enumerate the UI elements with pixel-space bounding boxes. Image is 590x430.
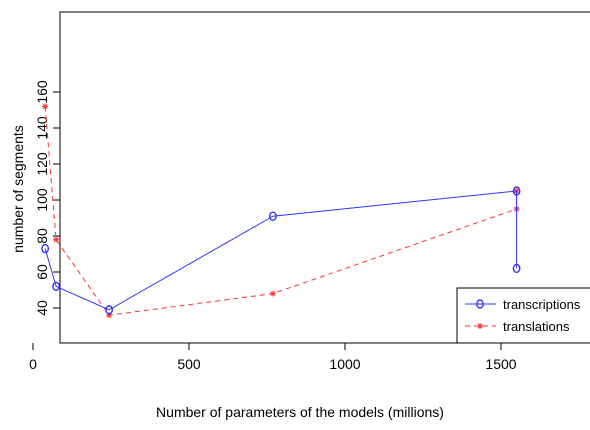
y-tick-label: 80 [34, 228, 50, 244]
data-point-star [42, 103, 49, 110]
data-point-star [477, 323, 483, 329]
series-line-translations [44, 106, 518, 316]
y-tick-label: 40 [34, 300, 50, 316]
y-tick-label: 160 [34, 80, 50, 104]
series-line-transcriptions [44, 190, 518, 311]
y-axis-title: number of segments [10, 125, 26, 253]
legend-label: transcriptions [503, 297, 581, 312]
legend-item: translations [465, 319, 570, 334]
legend-box [456, 287, 590, 344]
data-point-star [53, 236, 60, 243]
y-tick-label: 100 [34, 188, 50, 212]
data-point-circle [41, 243, 50, 254]
legend-label: translations [503, 319, 570, 334]
plot-frame [59, 11, 590, 344]
legend: transcriptions translations [456, 287, 590, 344]
x-axis-title: Number of parameters of the models (mill… [156, 404, 444, 420]
series-translations [42, 103, 520, 319]
x-tick-label: 500 [177, 356, 201, 372]
x-tick-label: 1500 [485, 356, 516, 372]
data-point-circle [512, 186, 521, 196]
x-tick-label: 1000 [329, 356, 360, 372]
y-tick-label: 120 [34, 152, 50, 176]
x-tick-label: 0 [29, 356, 37, 372]
series-transcriptions [41, 186, 521, 315]
data-point-star [269, 290, 276, 297]
data-point-circle [52, 281, 60, 292]
data-point-circle [476, 299, 484, 309]
data-point-circle [512, 263, 521, 274]
data-point-circle [269, 211, 277, 221]
data-point-circle [105, 305, 114, 315]
y-tick-label: 140 [34, 116, 50, 140]
legend-item: transcriptions [465, 297, 581, 312]
y-tick-label: 60 [34, 264, 50, 280]
